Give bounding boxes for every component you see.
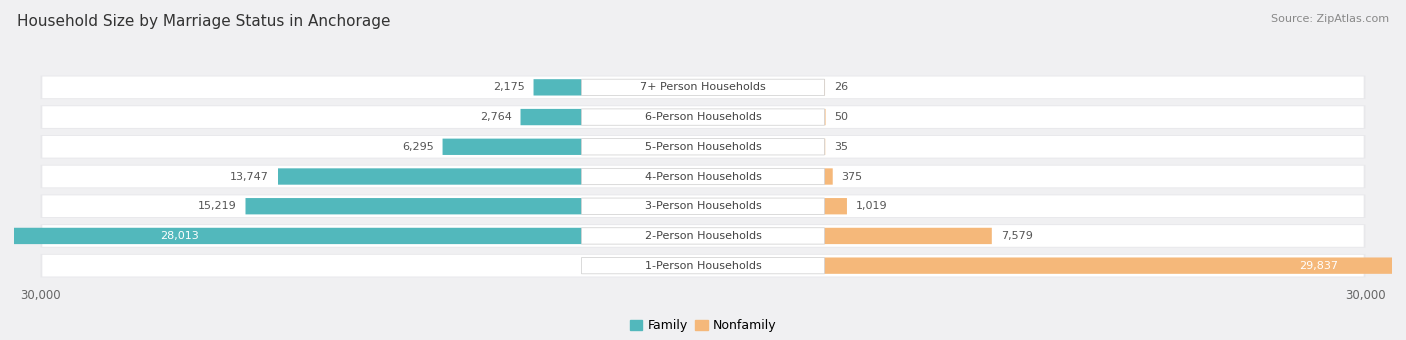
Text: 4-Person Households: 4-Person Households: [644, 171, 762, 182]
FancyBboxPatch shape: [582, 228, 824, 244]
FancyBboxPatch shape: [824, 198, 846, 215]
Text: 35: 35: [834, 142, 848, 152]
FancyBboxPatch shape: [42, 106, 1364, 128]
Text: 15,219: 15,219: [198, 201, 236, 211]
Text: 28,013: 28,013: [160, 231, 198, 241]
Text: 7,579: 7,579: [1001, 231, 1032, 241]
Text: 2-Person Households: 2-Person Households: [644, 231, 762, 241]
FancyBboxPatch shape: [533, 79, 582, 96]
Text: 6,295: 6,295: [402, 142, 433, 152]
FancyBboxPatch shape: [41, 254, 1365, 277]
Text: 1,019: 1,019: [856, 201, 887, 211]
Text: 375: 375: [842, 171, 863, 182]
FancyBboxPatch shape: [582, 79, 824, 96]
Text: 13,747: 13,747: [231, 171, 269, 182]
FancyBboxPatch shape: [582, 109, 824, 125]
FancyBboxPatch shape: [42, 225, 1364, 247]
FancyBboxPatch shape: [42, 255, 1364, 276]
FancyBboxPatch shape: [582, 168, 824, 185]
FancyBboxPatch shape: [41, 194, 1365, 218]
FancyBboxPatch shape: [246, 198, 582, 215]
FancyBboxPatch shape: [582, 139, 824, 155]
Text: 50: 50: [834, 112, 848, 122]
FancyBboxPatch shape: [41, 105, 1365, 129]
FancyBboxPatch shape: [42, 136, 1364, 158]
Text: 29,837: 29,837: [1299, 261, 1339, 271]
FancyBboxPatch shape: [520, 109, 582, 125]
Text: 26: 26: [834, 82, 848, 92]
FancyBboxPatch shape: [824, 228, 991, 244]
FancyBboxPatch shape: [41, 224, 1365, 248]
FancyBboxPatch shape: [41, 135, 1365, 158]
FancyBboxPatch shape: [42, 76, 1364, 98]
Text: 2,175: 2,175: [494, 82, 524, 92]
FancyBboxPatch shape: [582, 198, 824, 215]
FancyBboxPatch shape: [443, 139, 582, 155]
Text: 1-Person Households: 1-Person Households: [644, 261, 762, 271]
FancyBboxPatch shape: [41, 165, 1365, 188]
Text: 6-Person Households: 6-Person Households: [644, 112, 762, 122]
Text: Household Size by Marriage Status in Anchorage: Household Size by Marriage Status in Anc…: [17, 14, 391, 29]
FancyBboxPatch shape: [582, 257, 824, 274]
FancyBboxPatch shape: [824, 257, 1406, 274]
Legend: Family, Nonfamily: Family, Nonfamily: [624, 314, 782, 337]
FancyBboxPatch shape: [42, 166, 1364, 187]
FancyBboxPatch shape: [824, 168, 832, 185]
Text: 30,000: 30,000: [1346, 289, 1386, 302]
FancyBboxPatch shape: [41, 75, 1365, 99]
FancyBboxPatch shape: [0, 228, 582, 244]
FancyBboxPatch shape: [42, 195, 1364, 217]
Text: 30,000: 30,000: [20, 289, 60, 302]
Text: 7+ Person Households: 7+ Person Households: [640, 82, 766, 92]
Text: 2,764: 2,764: [479, 112, 512, 122]
FancyBboxPatch shape: [278, 168, 582, 185]
Text: 3-Person Households: 3-Person Households: [644, 201, 762, 211]
Text: Source: ZipAtlas.com: Source: ZipAtlas.com: [1271, 14, 1389, 23]
Text: 5-Person Households: 5-Person Households: [644, 142, 762, 152]
